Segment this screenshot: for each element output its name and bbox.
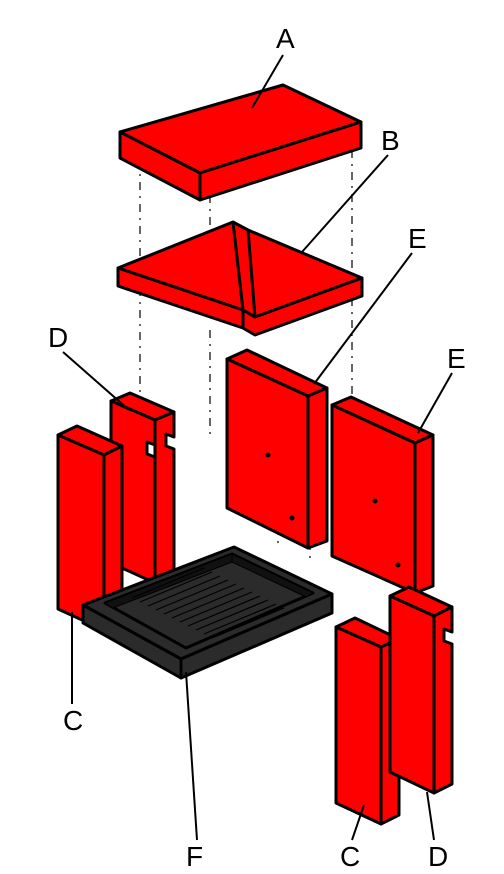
label-E1: E [408, 223, 427, 254]
label-B: B [381, 125, 400, 156]
exploded-diagram: A B E E D C C D F [0, 0, 504, 874]
part-E2-back-right [332, 397, 433, 593]
label-F: F [186, 841, 203, 872]
label-C-right: C [340, 841, 360, 872]
label-D-left: D [48, 322, 68, 353]
label-A: A [276, 23, 295, 54]
part-E1-back-left [227, 350, 327, 548]
part-D-right [390, 587, 452, 793]
label-C-left: C [63, 705, 83, 736]
part-B-deflector [118, 222, 362, 335]
part-A-top-plate [120, 85, 361, 200]
label-E2: E [447, 343, 466, 374]
label-D-right: D [428, 841, 448, 872]
